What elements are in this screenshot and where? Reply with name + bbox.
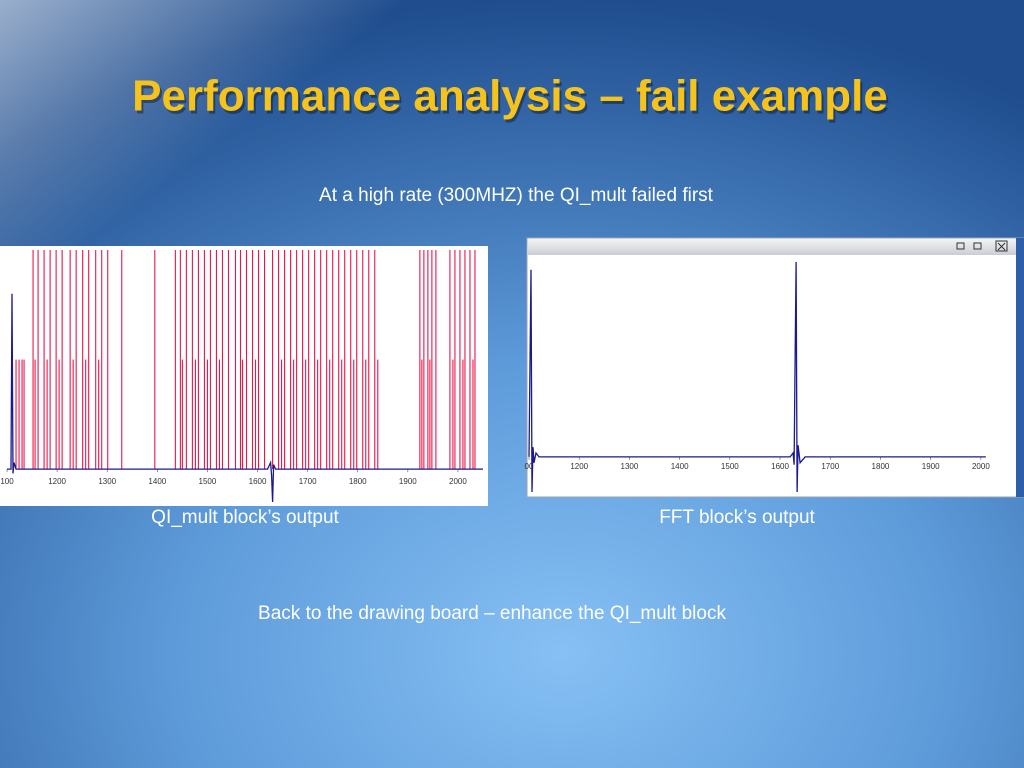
button-minimize[interactable] [956, 242, 965, 250]
x-tick-label: 1300 [98, 477, 116, 486]
footer-text: Back to the drawing board – enhance the … [258, 603, 726, 624]
x-tick-label: 1900 [399, 477, 417, 486]
x-tick-label: 00 [525, 462, 534, 471]
x-tick-label: 2000 [972, 462, 990, 471]
x-tick-label: 1400 [148, 477, 166, 486]
window-titlebar [528, 239, 1016, 255]
x-tick-label: 1800 [349, 477, 367, 486]
x-tick-label: 1200 [48, 477, 66, 486]
chart: 00 1200 1300 1400 1500 1600 1700 1800 1900 2000 [525, 261, 990, 493]
x-tick-label: 1600 [771, 462, 789, 471]
x-tick-label: 1500 [199, 477, 217, 486]
close-icon [997, 242, 1006, 251]
button-restore[interactable] [973, 242, 982, 250]
x-tick-label: 1500 [721, 462, 739, 471]
x-tick-label: 100 [0, 477, 14, 486]
window-buttons [956, 240, 1008, 252]
x-tick-label: 1900 [922, 462, 940, 471]
x-tick-label: 1300 [621, 462, 639, 471]
x-tick-label: 1600 [249, 477, 267, 486]
x-tick-label: 1200 [570, 462, 588, 471]
caption: FFT block’s output [659, 507, 815, 528]
button-close[interactable] [995, 240, 1008, 252]
trace [528, 261, 986, 493]
subtitle: At a high rate (300MHZ) the QI_mult fail… [319, 185, 714, 206]
chart: 100 1200 1300 1400 1500 1600 1700 1800 1900 2000 [0, 250, 483, 503]
caption: QI_mult block’s output [151, 507, 339, 528]
x-tick-label: 2000 [449, 477, 467, 486]
x-tick-label: 1400 [671, 462, 689, 471]
chart-panel [0, 246, 488, 506]
window-frame [526, 237, 1024, 498]
x-tick-label: 1700 [821, 462, 839, 471]
trace [7, 293, 483, 503]
x-tick-label: 1700 [299, 477, 317, 486]
title: Performance analysis – fail example [132, 72, 888, 121]
title-shadow: Performance analysis – fail example [134, 75, 890, 124]
x-tick-label: 1800 [872, 462, 890, 471]
window-edge [1016, 238, 1024, 497]
